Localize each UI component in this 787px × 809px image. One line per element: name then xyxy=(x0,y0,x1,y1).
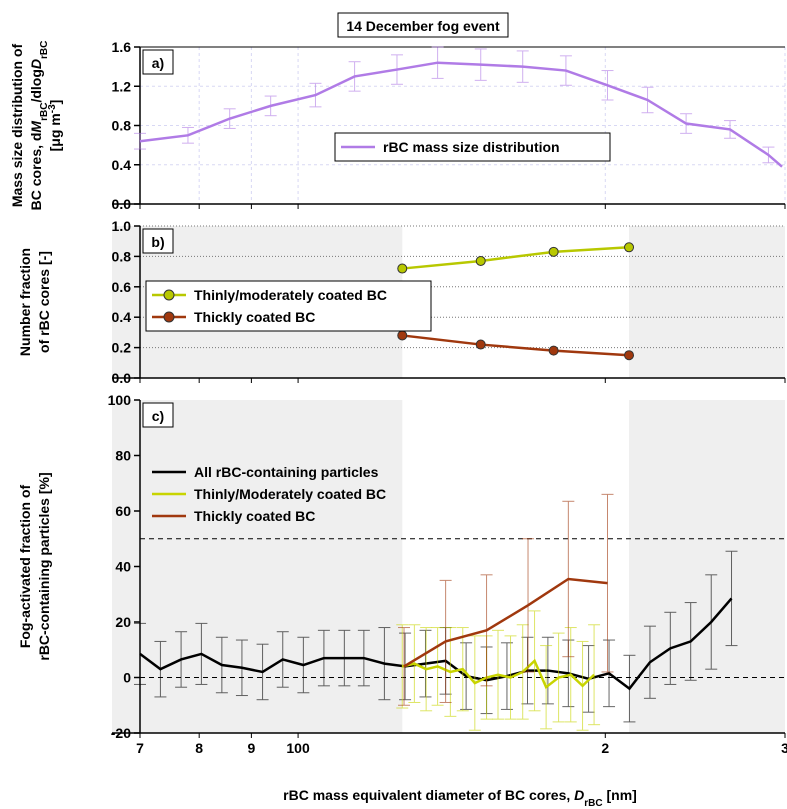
y-tick-label: 0.4 xyxy=(112,309,132,325)
panel-label: b) xyxy=(151,234,164,250)
y-tick-label: 0.8 xyxy=(112,248,132,264)
marker xyxy=(548,246,559,257)
y-axis-label: BC cores, dMrBC/dlogDrBC xyxy=(28,41,50,211)
text-part: M xyxy=(28,121,44,133)
legend-label: All rBC-containing particles xyxy=(194,464,379,480)
series-line xyxy=(139,61,783,168)
shade xyxy=(629,400,785,733)
text-part: [μg m xyxy=(47,113,63,151)
legend-label: Thickly coated BC xyxy=(194,309,315,325)
x-tick-label: 8 xyxy=(195,740,203,756)
y-tick-label: 100 xyxy=(108,392,132,408)
legend-box xyxy=(145,280,432,332)
text-part: [nm] xyxy=(603,787,637,803)
y-tick-label: 80 xyxy=(115,448,131,464)
text-part: D xyxy=(574,787,584,803)
legend-label: rBC mass size distribution xyxy=(383,139,560,155)
series-line xyxy=(139,597,733,691)
series-line xyxy=(402,246,630,270)
panel-label-box xyxy=(142,228,174,254)
y-tick-label: 0.0 xyxy=(112,370,132,386)
text-part: rBC xyxy=(584,798,602,809)
text-part: /dlog xyxy=(28,69,44,102)
panel-label: a) xyxy=(152,55,164,71)
panel-label-box xyxy=(142,49,174,75)
y-tick-label: 20 xyxy=(115,614,131,630)
x-tick-label: 9 xyxy=(247,740,255,756)
marker xyxy=(397,263,408,274)
text-part: ] xyxy=(47,100,63,105)
marker xyxy=(624,242,635,253)
y-tick-label: 1.6 xyxy=(112,39,132,55)
marker xyxy=(475,255,486,266)
marker xyxy=(397,330,408,341)
error-bar xyxy=(134,132,146,150)
y-tick-label: 0.4 xyxy=(112,157,132,173)
y-tick-label: 0.2 xyxy=(112,340,132,356)
series-line xyxy=(402,334,630,357)
text-part: rBC xyxy=(39,103,50,121)
y-tick-label: 0.6 xyxy=(112,279,132,295)
panel-label-box xyxy=(142,402,174,428)
shade xyxy=(112,400,403,733)
marker xyxy=(624,350,635,361)
panel-label: c) xyxy=(152,408,164,424)
text-part: rBC xyxy=(39,41,50,59)
x-axis-label: rBC mass equivalent diameter of BC cores… xyxy=(283,787,637,809)
legend-label: Thinly/Moderately coated BC xyxy=(194,486,386,502)
y-axis-label: Fog-activated fraction of xyxy=(17,484,33,648)
y-tick-label: 1.2 xyxy=(112,78,132,94)
series-line xyxy=(401,658,595,690)
legend-marker xyxy=(163,289,175,301)
legend-box xyxy=(334,132,611,162)
y-tick-label: 40 xyxy=(115,559,131,575)
marker xyxy=(548,345,559,356)
legend-label: Thickly coated BC xyxy=(194,508,315,524)
legend-marker xyxy=(163,311,175,323)
title-box xyxy=(337,12,509,38)
y-tick-label: 1.0 xyxy=(112,218,132,234)
shade xyxy=(629,226,785,378)
y-axis-label: Number fraction xyxy=(17,248,33,356)
y-tick-label: 0 xyxy=(123,670,131,686)
marker xyxy=(475,339,486,350)
y-tick-label: 60 xyxy=(115,503,131,519)
x-tick-label: 7 xyxy=(136,740,144,756)
chart-title: 14 December fog event xyxy=(346,18,500,34)
x-tick-label: 2 xyxy=(601,740,609,756)
text-part: -3 xyxy=(47,104,58,113)
legend-label: Thinly/moderately coated BC xyxy=(194,287,387,303)
text-part: BC cores, d xyxy=(28,133,44,211)
x-tick-label: 3 xyxy=(781,740,787,756)
y-axis-label: [μg m-3] xyxy=(47,100,64,152)
y-axis-label: Mass size distribution of xyxy=(9,43,25,207)
x-tick-label: 100 xyxy=(286,740,310,756)
y-tick-label: -20 xyxy=(111,725,131,741)
text-part: rBC mass equivalent diameter of BC cores… xyxy=(283,787,574,803)
y-tick-label: 0.0 xyxy=(112,196,132,212)
series-line xyxy=(403,577,608,668)
y-axis-label: rBC-containing particles [%] xyxy=(36,472,52,660)
y-tick-label: 0.8 xyxy=(112,118,132,134)
y-axis-label: of rBC cores [-] xyxy=(36,251,52,353)
text-part: D xyxy=(28,59,44,69)
